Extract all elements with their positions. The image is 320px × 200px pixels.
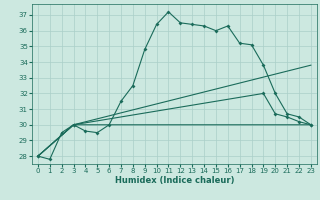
X-axis label: Humidex (Indice chaleur): Humidex (Indice chaleur) [115,176,234,185]
